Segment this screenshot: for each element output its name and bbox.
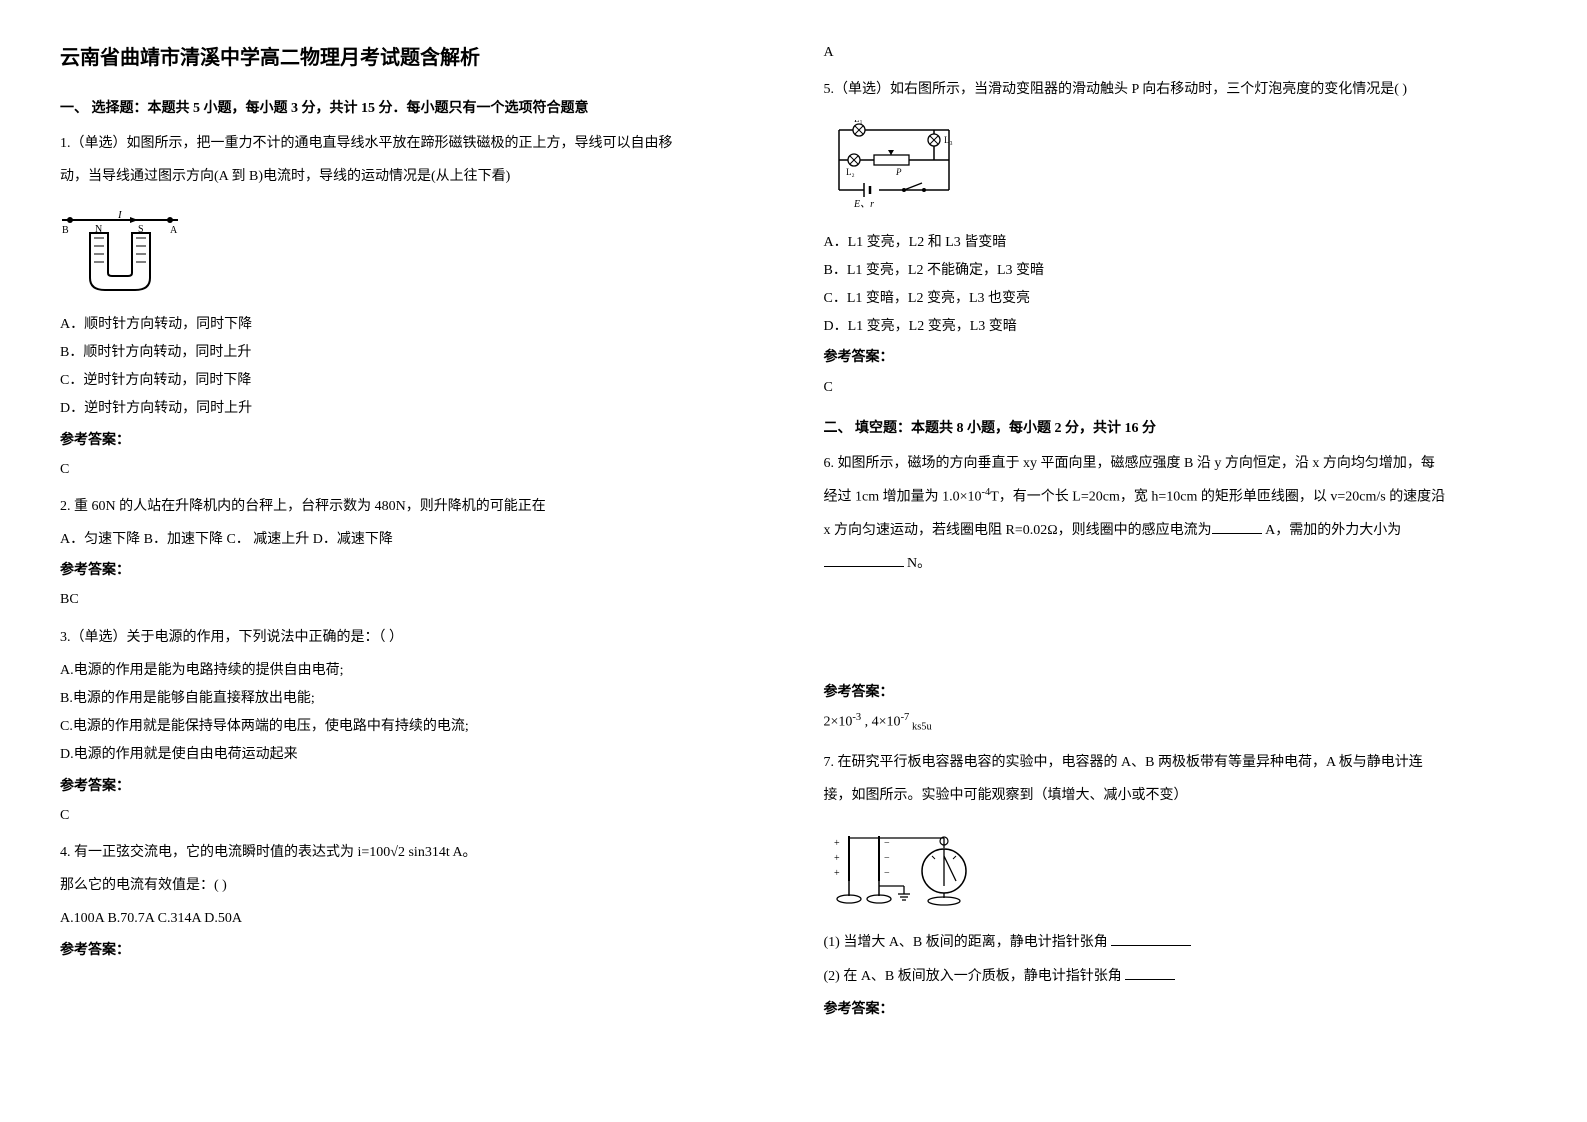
q7-stem-line2: 接，如图所示。实验中可能观察到（填增大、减小或不变） — [824, 783, 1528, 808]
document-title: 云南省曲靖市清溪中学高二物理月考试题含解析 — [60, 40, 764, 76]
q5-option-a: A．L1 变亮，L2 和 L3 皆变暗 — [824, 230, 1528, 255]
q6-stem4: N。 — [904, 556, 932, 571]
horseshoe-magnet-icon: I B A N S — [60, 208, 180, 293]
svg-text:+: + — [834, 853, 840, 864]
q4-options: A.100A B.70.7A C.314A D.50A — [60, 906, 764, 931]
svg-text:L₃: L₃ — [944, 135, 953, 145]
q7-part1-text: (1) 当增大 A、B 板间的距离，静电计指针张角 — [824, 935, 1112, 950]
q6-stem-line4: N。 — [824, 551, 1528, 576]
section-1-heading: 一、 选择题：本题共 5 小题，每小题 3 分，共计 15 分．每小题只有一个选… — [60, 96, 764, 121]
q2-answer-label: 参考答案： — [60, 558, 764, 583]
q6-spacer — [824, 584, 1528, 674]
svg-text:B: B — [62, 225, 69, 236]
q7-blank-1 — [1111, 932, 1191, 946]
q1-stem-line1: 1.（单选）如图所示，把一重力不计的通电直导线水平放在蹄形磁铁磁极的正上方，导线… — [60, 131, 764, 156]
q2-options: A．匀速下降 B．加速下降 C． 减速上升 D．减速下降 — [60, 527, 764, 552]
right-column: A 5.（单选）如右图所示，当滑动变阻器的滑动触头 P 向右移动时，三个灯泡亮度… — [794, 0, 1587, 1122]
q4-stem-line1: 4. 有一正弦交流电，它的电流瞬时值的表达式为 i=100√2 sin314t … — [60, 840, 764, 865]
q6-ans-exp1: -3 — [852, 712, 861, 723]
q3-option-b: B.电源的作用是能够自能直接释放出电能; — [60, 686, 764, 711]
q7-blank-2 — [1125, 966, 1175, 980]
q7-part-2: (2) 在 A、B 板间放入一介质板，静电计指针张角 — [824, 964, 1528, 989]
q5-answer: C — [824, 375, 1528, 400]
q4-answer: A — [824, 40, 1528, 65]
q7-answer-label: 参考答案： — [824, 997, 1528, 1022]
circuit-diagram-icon: L₁ L₃ L₂ P — [824, 120, 974, 210]
q6-blank-1 — [1212, 520, 1262, 534]
q6-stem2-pre: 经过 1cm 增加量为 1.0×10 — [824, 490, 982, 505]
svg-text:L₂: L₂ — [846, 167, 855, 177]
q6-answer-mid: , 4×10 — [861, 715, 900, 730]
q7-stem-line1: 7. 在研究平行板电容器电容的实验中，电容器的 A、B 两极板带有等量异种电荷，… — [824, 750, 1528, 775]
q3-answer: C — [60, 803, 764, 828]
q3-option-a: A.电源的作用是能为电路持续的提供自由电荷; — [60, 658, 764, 683]
q1-option-b: B．顺时针方向转动，同时上升 — [60, 340, 764, 365]
q3-option-d: D.电源的作用就是使自由电荷运动起来 — [60, 742, 764, 767]
q3-stem: 3.（单选）关于电源的作用，下列说法中正确的是：（ ） — [60, 625, 764, 650]
q7-figure: + + + − − − — [824, 826, 1004, 920]
svg-text:+: + — [834, 868, 840, 879]
q6-answer-suffix: ks5u — [909, 722, 931, 733]
q6-stem-line2: 经过 1cm 增加量为 1.0×10-4T，有一个长 L=20cm，宽 h=10… — [824, 484, 1528, 510]
q5-option-c: C．L1 变暗，L2 变亮，L3 也变亮 — [824, 286, 1528, 311]
q2-answer: BC — [60, 587, 764, 612]
q6-stem-line3: x 方向匀速运动，若线圈电阻 R=0.02Ω，则线圈中的感应电流为 A，需加的外… — [824, 518, 1528, 543]
q1-stem-line2: 动，当导线通过图示方向(A 到 B)电流时，导线的运动情况是(从上往下看) — [60, 164, 764, 189]
svg-text:A: A — [170, 225, 178, 236]
q6-answer-label: 参考答案： — [824, 680, 1528, 705]
q6-answer-pre: 2×10 — [824, 715, 853, 730]
q7-part2-text: (2) 在 A、B 板间放入一介质板，静电计指针张角 — [824, 969, 1126, 984]
q5-figure: L₁ L₃ L₂ P — [824, 120, 974, 219]
svg-text:P: P — [895, 167, 902, 177]
q6-stem-line1: 6. 如图所示，磁场的方向垂直于 xy 平面向里，磁感应强度 B 沿 y 方向恒… — [824, 451, 1528, 476]
svg-text:+: + — [834, 838, 840, 849]
svg-text:−: − — [884, 868, 890, 879]
q5-answer-label: 参考答案： — [824, 345, 1528, 370]
q1-option-a: A．顺时针方向转动，同时下降 — [60, 312, 764, 337]
q7-part-1: (1) 当增大 A、B 板间的距离，静电计指针张角 — [824, 930, 1528, 955]
q1-answer: C — [60, 457, 764, 482]
q1-option-d: D．逆时针方向转动，同时上升 — [60, 396, 764, 421]
q4-stem-post: sin314t A。 — [405, 845, 477, 860]
q5-option-d: D．L1 变亮，L2 变亮，L3 变暗 — [824, 314, 1528, 339]
section-2-heading: 二、 填空题：本题共 8 小题，每小题 2 分，共计 16 分 — [824, 416, 1528, 441]
q4-stem-line2: 那么它的电流有效值是：( ) — [60, 873, 764, 898]
q3-answer-label: 参考答案： — [60, 774, 764, 799]
q3-option-c: C.电源的作用就是能保持导体两端的电压，使电路中有持续的电流; — [60, 714, 764, 739]
q6-answer: 2×10-3 , 4×10-7 ks5u — [824, 709, 1528, 737]
q2-stem: 2. 重 60N 的人站在升降机内的台秤上，台秤示数为 480N，则升降机的可能… — [60, 494, 764, 519]
q6-exp-1: -4 — [982, 487, 991, 498]
q6-stem3-mid: A，需加的外力大小为 — [1262, 523, 1402, 538]
capacitor-electroscope-icon: + + + − − − — [824, 826, 1004, 911]
left-column: 云南省曲靖市清溪中学高二物理月考试题含解析 一、 选择题：本题共 5 小题，每小… — [0, 0, 794, 1122]
q4-stem-pre: 4. 有一正弦交流电，它的电流瞬时值的表达式为 i=100 — [60, 845, 390, 860]
svg-text:−: − — [884, 838, 890, 849]
svg-text:S: S — [138, 224, 144, 235]
q6-stem3-pre: x 方向匀速运动，若线圈电阻 R=0.02Ω，则线圈中的感应电流为 — [824, 523, 1212, 538]
q1-answer-label: 参考答案： — [60, 428, 764, 453]
q5-stem: 5.（单选）如右图所示，当滑动变阻器的滑动触头 P 向右移动时，三个灯泡亮度的变… — [824, 77, 1528, 102]
q4-answer-label: 参考答案： — [60, 938, 764, 963]
q1-option-c: C．逆时针方向转动，同时下降 — [60, 368, 764, 393]
svg-text:E、r: E、r — [853, 199, 874, 210]
svg-text:L₁: L₁ — [854, 120, 863, 124]
svg-text:−: − — [884, 853, 890, 864]
q1-figure: I B A N S — [60, 208, 180, 302]
q6-stem2-post: T，有一个长 L=20cm，宽 h=10cm 的矩形单匝线圈，以 v=20cm/… — [990, 490, 1445, 505]
q6-blank-2 — [824, 553, 904, 567]
sqrt2-text: √2 — [390, 845, 405, 860]
q5-option-b: B．L1 变亮，L2 不能确定，L3 变暗 — [824, 258, 1528, 283]
svg-text:N: N — [95, 224, 102, 235]
q6-ans-exp2: -7 — [901, 712, 910, 723]
